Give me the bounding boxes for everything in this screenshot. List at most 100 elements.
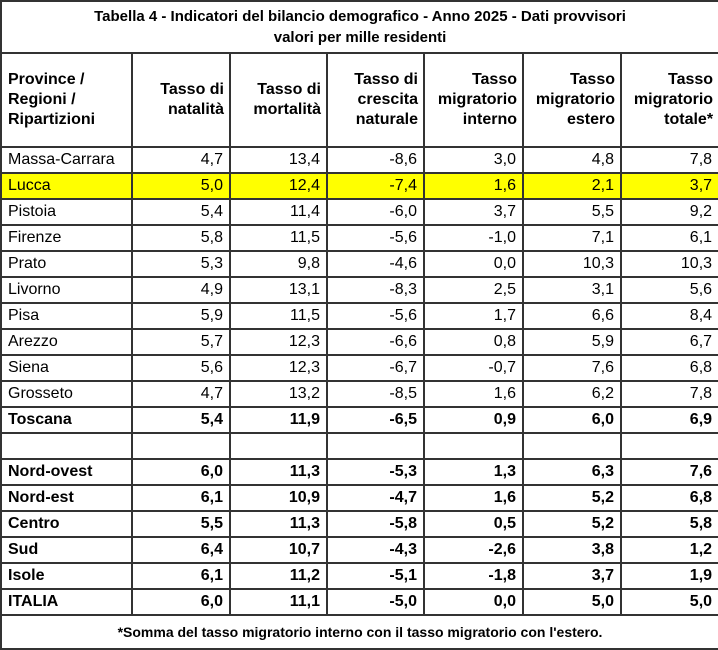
- value-cell: -1,0: [423, 224, 524, 252]
- value-cell: 0,0: [423, 250, 524, 278]
- table-title: Tabella 4 - Indicatori del bilancio demo…: [0, 0, 718, 54]
- value-cell: 9,8: [229, 250, 328, 278]
- value-cell: -5,0: [326, 588, 425, 616]
- value-cell: -4,7: [326, 484, 425, 512]
- value-cell: -6,6: [326, 328, 425, 356]
- value-cell: 6,1: [131, 562, 231, 590]
- row-label: Grosseto: [0, 380, 133, 408]
- row-label: Arezzo: [0, 328, 133, 356]
- value-cell: 11,5: [229, 302, 328, 330]
- table-row: Firenze 5,8 11,5 -5,6 -1,0 7,1 6,1: [0, 224, 718, 252]
- value-cell: 13,2: [229, 380, 328, 408]
- table-row: Nord-est 6,1 10,9 -4,7 1,6 5,2 6,8: [0, 484, 718, 512]
- value-cell: 6,8: [619, 354, 718, 382]
- value-cell: [522, 432, 622, 460]
- value-cell: 1,2: [619, 536, 718, 564]
- row-label: Nord-est: [0, 484, 133, 512]
- footer-row: *Somma del tasso migratorio interno con …: [0, 614, 718, 650]
- row-label: Nord-ovest: [0, 458, 133, 486]
- value-cell: 11,9: [229, 406, 328, 434]
- value-cell: 4,9: [131, 276, 231, 304]
- value-cell: 5,2: [522, 484, 622, 512]
- value-cell: [131, 432, 231, 460]
- value-cell: 5,8: [619, 510, 718, 538]
- value-cell: 11,3: [229, 510, 328, 538]
- row-label: Massa-Carrara: [0, 146, 133, 174]
- table-row: Grosseto 4,7 13,2 -8,5 1,6 6,2 7,8: [0, 380, 718, 408]
- value-cell: 5,9: [522, 328, 622, 356]
- value-cell: 0,9: [423, 406, 524, 434]
- table-title-line2: valori per mille residenti: [273, 29, 447, 46]
- value-cell: 5,0: [619, 588, 718, 616]
- value-cell: 6,2: [522, 380, 622, 408]
- table-row: Massa-Carrara 4,7 13,4 -8,6 3,0 4,8 7,8: [0, 146, 718, 174]
- row-label: Livorno: [0, 276, 133, 304]
- value-cell: 10,9: [229, 484, 328, 512]
- value-cell: 11,1: [229, 588, 328, 616]
- value-cell: -6,0: [326, 198, 425, 226]
- column-header-mortalita: Tasso di mortalità: [229, 52, 328, 148]
- value-cell: 6,1: [619, 224, 718, 252]
- value-cell: 5,2: [522, 510, 622, 538]
- value-cell: 0,8: [423, 328, 524, 356]
- row-label: Toscana: [0, 406, 133, 434]
- row-label: Firenze: [0, 224, 133, 252]
- value-cell: 2,1: [522, 172, 622, 200]
- value-cell: [423, 432, 524, 460]
- value-cell: 10,3: [522, 250, 622, 278]
- value-cell: 7,8: [619, 380, 718, 408]
- value-cell: 0,0: [423, 588, 524, 616]
- row-label: Siena: [0, 354, 133, 382]
- value-cell: 6,8: [619, 484, 718, 512]
- value-cell: 5,4: [131, 198, 231, 226]
- value-cell: 6,7: [619, 328, 718, 356]
- column-header-province: Province / Regioni / Ripartizioni: [0, 52, 133, 148]
- column-header-crescita-naturale: Tasso di crescita naturale: [326, 52, 425, 148]
- value-cell: 0,5: [423, 510, 524, 538]
- row-label: [0, 432, 133, 460]
- table-row: Livorno 4,9 13,1 -8,3 2,5 3,1 5,6: [0, 276, 718, 304]
- table-row: ITALIA 6,0 11,1 -5,0 0,0 5,0 5,0: [0, 588, 718, 616]
- value-cell: 10,3: [619, 250, 718, 278]
- value-cell: 2,5: [423, 276, 524, 304]
- value-cell: 7,8: [619, 146, 718, 174]
- title-row: Tabella 4 - Indicatori del bilancio demo…: [0, 0, 718, 54]
- value-cell: 6,3: [522, 458, 622, 486]
- row-label: Pistoia: [0, 198, 133, 226]
- table-row: Prato 5,3 9,8 -4,6 0,0 10,3 10,3: [0, 250, 718, 278]
- value-cell: 6,4: [131, 536, 231, 564]
- table-row: Siena 5,6 12,3 -6,7 -0,7 7,6 6,8: [0, 354, 718, 382]
- value-cell: [229, 432, 328, 460]
- value-cell: -5,1: [326, 562, 425, 590]
- table-title-line1: Tabella 4 - Indicatori del bilancio demo…: [94, 8, 626, 25]
- value-cell: -8,5: [326, 380, 425, 408]
- value-cell: -1,8: [423, 562, 524, 590]
- column-header-natalita: Tasso di natalità: [131, 52, 231, 148]
- value-cell: -5,8: [326, 510, 425, 538]
- value-cell: -6,5: [326, 406, 425, 434]
- value-cell: -4,3: [326, 536, 425, 564]
- value-cell: 5,6: [619, 276, 718, 304]
- value-cell: 5,6: [131, 354, 231, 382]
- value-cell: 3,7: [522, 562, 622, 590]
- value-cell: 11,4: [229, 198, 328, 226]
- table-row: Pisa 5,9 11,5 -5,6 1,7 6,6 8,4: [0, 302, 718, 330]
- row-label: Prato: [0, 250, 133, 278]
- value-cell: 7,6: [522, 354, 622, 382]
- value-cell: 4,8: [522, 146, 622, 174]
- value-cell: 5,4: [131, 406, 231, 434]
- table-row: Lucca 5,0 12,4 -7,4 1,6 2,1 3,7: [0, 172, 718, 200]
- value-cell: 12,3: [229, 354, 328, 382]
- value-cell: -8,3: [326, 276, 425, 304]
- value-cell: -5,6: [326, 224, 425, 252]
- value-cell: 12,4: [229, 172, 328, 200]
- value-cell: [619, 432, 718, 460]
- value-cell: -5,3: [326, 458, 425, 486]
- table-row: Toscana 5,4 11,9 -6,5 0,9 6,0 6,9: [0, 406, 718, 434]
- value-cell: 6,0: [522, 406, 622, 434]
- value-cell: 8,4: [619, 302, 718, 330]
- column-header-migratorio-estero: Tasso migratorio estero: [522, 52, 622, 148]
- value-cell: 7,1: [522, 224, 622, 252]
- row-label: ITALIA: [0, 588, 133, 616]
